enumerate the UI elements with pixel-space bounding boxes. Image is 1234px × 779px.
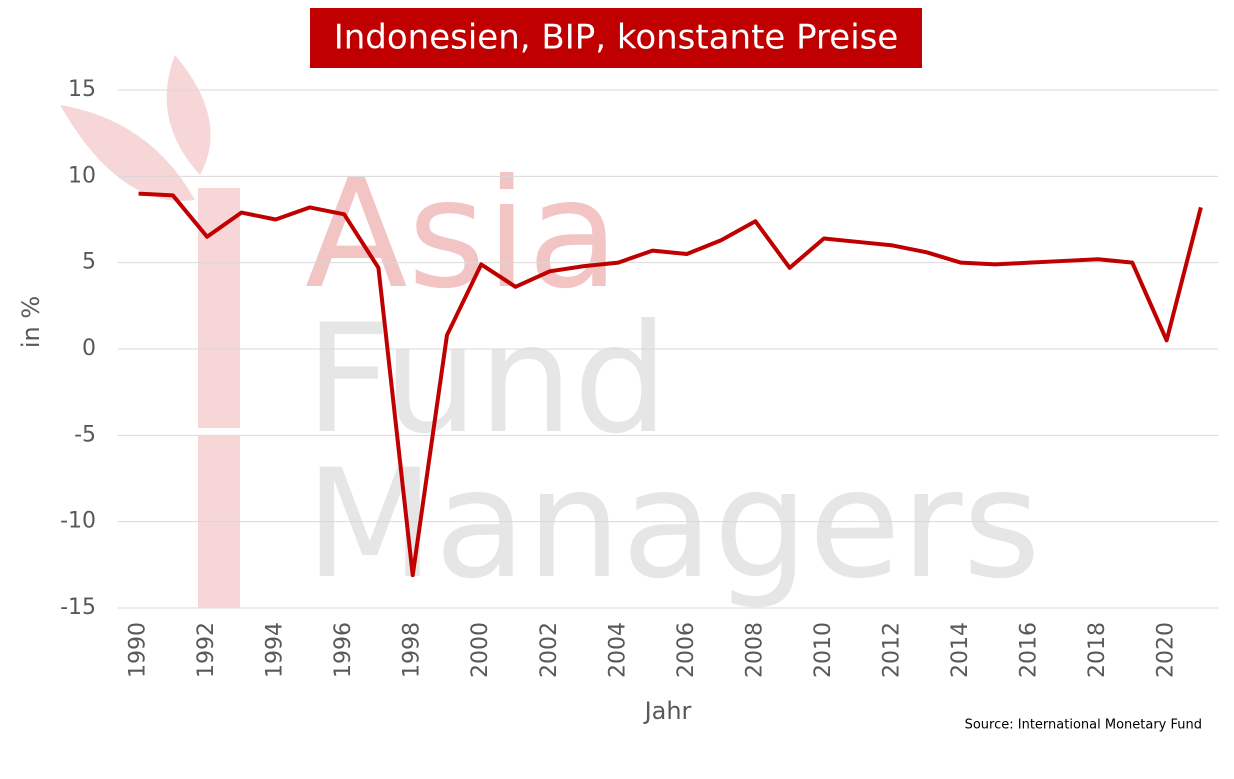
data-line bbox=[138, 191, 1203, 578]
y-tick-label: 15 bbox=[68, 77, 96, 102]
y-tick-label: -10 bbox=[60, 509, 96, 534]
x-tick-label: 2000 bbox=[468, 622, 493, 678]
x-tick-label: 2012 bbox=[879, 622, 904, 678]
y-tick-label: 5 bbox=[82, 250, 96, 275]
chart-title: Indonesien, BIP, konstante Preise bbox=[334, 18, 899, 58]
title-box bbox=[310, 8, 922, 68]
x-tick-label: 2010 bbox=[811, 622, 836, 678]
x-tick-label: 2016 bbox=[1017, 622, 1042, 678]
x-axis-label: Jahr bbox=[643, 697, 692, 725]
x-tick-label: 2006 bbox=[674, 622, 699, 678]
watermark-text: Fund bbox=[305, 293, 668, 467]
x-tick-label: 1998 bbox=[400, 622, 425, 678]
watermark-text: Managers bbox=[305, 438, 1041, 612]
x-tick-label: 2008 bbox=[742, 622, 767, 678]
x-tick-label: 1994 bbox=[263, 622, 288, 678]
y-tick-label: 0 bbox=[82, 336, 96, 361]
x-tick-label: 2020 bbox=[1154, 622, 1179, 678]
x-tick-label: 2002 bbox=[537, 622, 562, 678]
source-note: Source: International Monetary Fund bbox=[965, 718, 1202, 733]
y-axis-label: in % bbox=[17, 296, 45, 348]
y-tick-label: -15 bbox=[60, 595, 96, 620]
y-tick-label: 10 bbox=[68, 163, 96, 188]
y-tick-label: -5 bbox=[74, 422, 96, 447]
x-tick-label: 2014 bbox=[948, 622, 973, 678]
x-tick-label: 1992 bbox=[194, 622, 219, 678]
x-tick-label: 1996 bbox=[331, 622, 356, 678]
x-tick-label: 2018 bbox=[1085, 622, 1110, 678]
x-tick-label: 1990 bbox=[126, 622, 151, 678]
x-tick-label: 2004 bbox=[605, 622, 630, 678]
